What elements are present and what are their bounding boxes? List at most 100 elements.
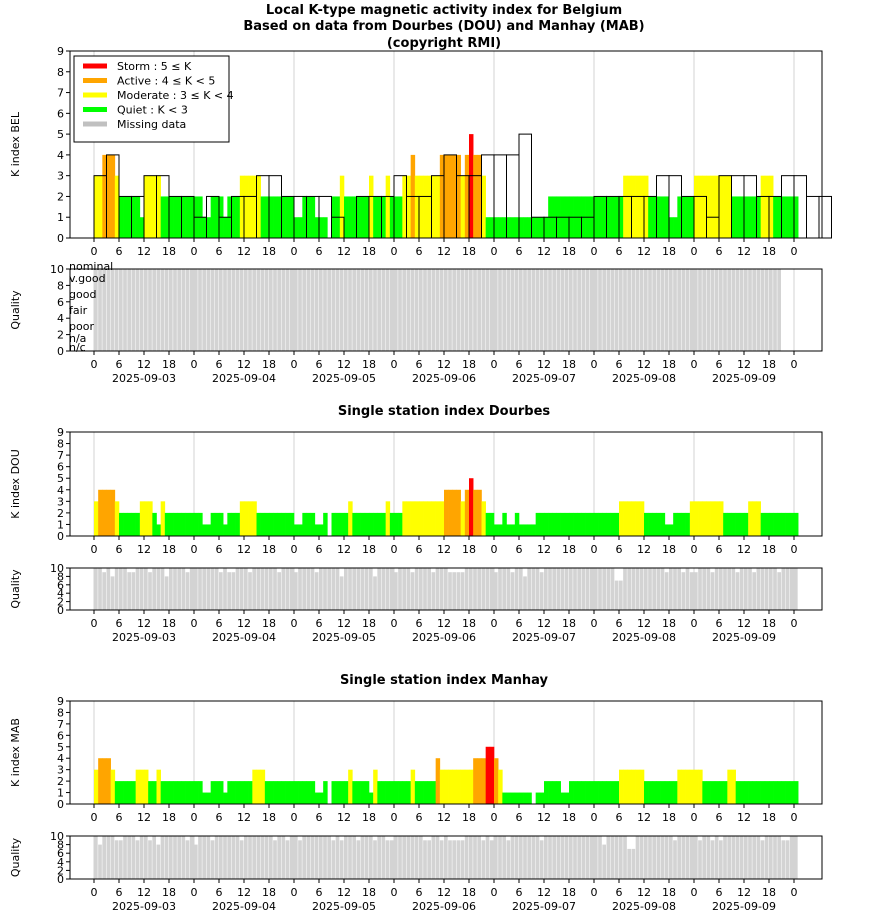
dou-k-panel-y-tick-label: 4 [57, 484, 64, 497]
mab-k-panel-bar [110, 769, 116, 804]
dou-k-panel-bar [635, 501, 641, 536]
dou-k-panel-bar [214, 512, 220, 536]
bel-quality-panel-bar [573, 269, 577, 351]
mab-quality-panel-bar [702, 836, 706, 879]
mab-k-panel-bar [756, 781, 761, 804]
mab-k-panel-bar [627, 769, 632, 804]
bel-quality-panel-bar [739, 269, 744, 351]
bel-k-panel-bar [498, 217, 503, 238]
bel-k-panel-x-tick-label: 12 [737, 245, 751, 258]
bel-quality-panel-bar [335, 269, 340, 351]
mab-k-panel-bar [256, 769, 261, 804]
bel-k-panel-bar [319, 217, 324, 238]
dou-k-panel-bar [752, 501, 757, 536]
mab-quality-panel-bar [535, 836, 540, 879]
dou-k-panel-bar [748, 501, 753, 536]
mab-quality-panel-bar [681, 836, 686, 879]
dou-k-panel-bar [481, 501, 486, 536]
bel-k-panel-bar [494, 217, 499, 238]
bel-quality-panel-bar [364, 269, 369, 351]
bel-quality-panel-bar [514, 269, 519, 351]
bel-quality-panel-bar [319, 269, 323, 351]
bel-quality-panel-y-tick-label: 6 [57, 296, 64, 309]
bel-quality-panel-x-tick-label: 0 [691, 358, 698, 371]
bel-k-panel-x-tick-label: 18 [362, 245, 376, 258]
bel-quality-panel-x-tick-label: 12 [137, 358, 151, 371]
bel-k-panel-y-tick-label: 9 [57, 45, 64, 58]
mab-k-panel-bar [648, 781, 653, 804]
mab-quality-panel-x-tick-label: 12 [337, 886, 351, 899]
mab-k-panel-bar [777, 781, 782, 804]
dou-quality-panel-bar [398, 568, 402, 610]
bel-quality-panel-bar [98, 269, 102, 351]
dou-k-panel-y-tick-label: 6 [57, 461, 64, 474]
bel-k-panel-x-tick-label: 18 [462, 245, 476, 258]
bel-quality-panel-x-tick-label: 12 [537, 358, 551, 371]
mab-quality-panel-bar [694, 836, 698, 879]
bel-k-panel-bar [514, 217, 520, 238]
bel-k-panel-bar [94, 175, 99, 238]
dou-k-panel-bar [656, 512, 661, 536]
bel-quality-panel-bar [248, 269, 252, 351]
mab-k-panel-bar [498, 769, 503, 804]
bel-quality-panel-bar [223, 269, 227, 351]
dou-quality-panel-bar [502, 568, 506, 610]
dou-k-panel-bar [402, 501, 407, 536]
mab-quality-panel-x-tick-label: 18 [362, 886, 376, 899]
mab-quality-panel-bar [110, 836, 115, 879]
bel-k-panel-frame-top [69, 50, 823, 239]
mab-k-panel-x-tick-label: 12 [437, 811, 451, 824]
mab-quality-panel-bar [369, 836, 373, 879]
mab-k-panel-bar [456, 769, 461, 804]
dou-k-panel-bar [131, 512, 136, 536]
dou-quality-panel-bar [264, 568, 269, 610]
mab-quality-panel-bar [523, 836, 527, 879]
dou-k-panel-bar [198, 512, 203, 536]
dou-quality-panel-bar [160, 568, 165, 610]
bel-k-panel-x-tick-label: 0 [491, 245, 498, 258]
dou-k-panel-bar [398, 512, 403, 536]
dou-quality-panel-bar [331, 568, 336, 610]
dou-quality-panel-bar [181, 568, 186, 610]
mab-k-panel-x-tick-label: 6 [716, 811, 723, 824]
dou-k-panel-bar [631, 501, 636, 536]
mab-quality-panel-bar [731, 836, 736, 879]
dou-k-panel-bar [177, 512, 182, 536]
bel-quality-panel-x-tick-label: 12 [637, 358, 651, 371]
bel-k-panel-bar [481, 175, 486, 238]
dou-quality-panel-bar [727, 568, 731, 610]
bel-quality-panel-date-label: 2025-09-04 [212, 372, 276, 385]
mab-quality-panel-bar [185, 840, 190, 879]
bel-k-panel-bar [748, 196, 753, 238]
legend-label: Quiet : K < 3 [117, 104, 188, 117]
mab-k-panel-x-tick-label: 6 [416, 811, 423, 824]
dou-k-panel-bar [477, 489, 482, 536]
dou-quality-panel-bar [269, 568, 273, 610]
bel-k-panel-bar [131, 196, 136, 238]
mab-quality-panel-bar [589, 836, 594, 879]
mab-quality-panel-bar [648, 836, 652, 879]
mab-k-panel-bar [385, 781, 391, 804]
mab-quality-panel-bar [773, 836, 777, 879]
dou-k-panel-bar [202, 524, 207, 536]
bel-quality-panel-bar [181, 269, 186, 351]
bel-quality-panel-bar [369, 269, 373, 351]
bel-quality-panel-x-tick-label: 18 [762, 358, 776, 371]
bel-quality-panel-bar [598, 269, 602, 351]
mab-k-panel-bar [339, 781, 345, 804]
bel-quality-panel-bar [664, 269, 669, 351]
dou-k-panel-x-tick-label: 0 [591, 543, 598, 556]
mab-quality-panel-bar [189, 836, 194, 879]
bel-k-panel-bar [656, 196, 661, 238]
mab-k-panel-x-tick-label: 18 [162, 811, 176, 824]
dou-k-panel-bar [110, 489, 116, 536]
mab-k-panel-bar [369, 792, 374, 804]
bel-quality-panel-bar [202, 269, 206, 351]
mab-k-panel-bar [206, 792, 211, 804]
mab-quality-panel-x-tick-label: 18 [162, 886, 176, 899]
dou-k-panel-bar [539, 512, 545, 536]
bel-quality-panel-bar [310, 269, 315, 351]
mab-k-panel-x-tick-label: 12 [237, 811, 251, 824]
mab-quality-panel-bar [619, 836, 623, 879]
dou-quality-panel-bar [210, 568, 215, 610]
